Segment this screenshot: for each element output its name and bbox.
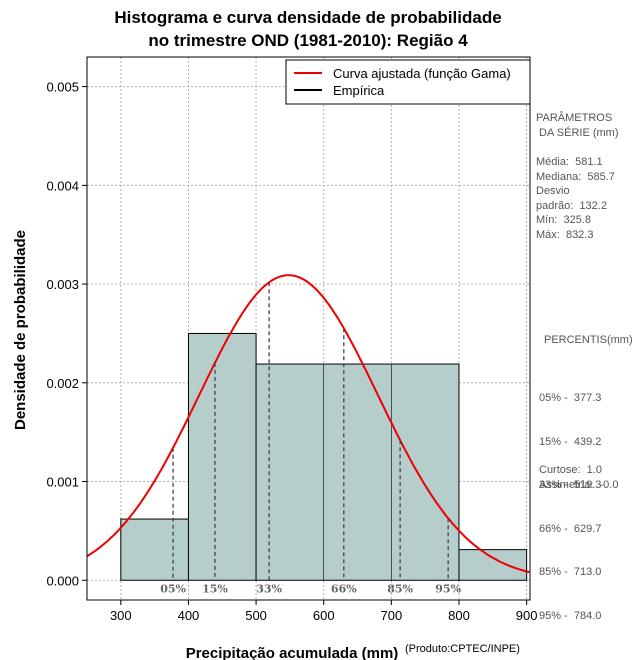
y-tick-label: 0.001 xyxy=(46,475,79,490)
percentile-label: 95% xyxy=(435,582,461,595)
stat-desvio-2: padrão: 132.2 xyxy=(536,200,607,212)
percentil-row: 05% - 377.3 xyxy=(539,392,602,404)
chart-title-line-2: no trimestre OND (1981-2010): Região 4 xyxy=(148,31,468,50)
params-title-1: PARÂMETROS xyxy=(536,112,613,124)
chart-title-line-1: Histograma e curva densidade de probabil… xyxy=(114,8,502,27)
x-axis-title: Precipitação acumulada (mm) xyxy=(186,645,399,660)
percentile-label: 05% xyxy=(160,582,186,595)
x-tick-label: 300 xyxy=(110,608,132,623)
y-tick-label: 0.005 xyxy=(46,80,79,95)
percentil-row: 95% - 784.0 xyxy=(539,609,602,622)
percentile-label: 66% xyxy=(331,582,357,595)
stat-min: Mín: 325.8 xyxy=(536,214,592,226)
fitted-gamma-curve xyxy=(86,274,530,574)
stat-curtose: Curtose: 1.0 xyxy=(539,464,602,476)
y-tick-label: 0.002 xyxy=(46,376,79,391)
y-tick-label: 0.003 xyxy=(46,277,79,292)
y-axis-title: Densidade de probabilidade xyxy=(12,230,29,430)
percentile-label: 85% xyxy=(387,582,413,595)
legend-label: Curva ajustada (função Gama) xyxy=(333,66,511,81)
histogram-bar xyxy=(255,363,460,581)
percentil-row: 85% - 713.0 xyxy=(539,566,602,578)
histogram-bar xyxy=(187,332,257,581)
percentile-label: 33% xyxy=(256,582,282,595)
y-tick-label: 0.004 xyxy=(46,178,79,193)
percentil-row: 33% - 519.3 xyxy=(539,479,602,491)
stat-media: Média: 581.1 xyxy=(536,156,603,168)
stat-desvio-1: Desvio xyxy=(536,185,570,197)
x-tick-label: 400 xyxy=(178,608,200,623)
percentis-list: 05% - 377.3 15% - 439.2 33% - 519.3 66% … xyxy=(539,362,601,638)
product-credit: (Produto:CPTEC/INPE) xyxy=(405,643,520,655)
y-tick-label: 0.000 xyxy=(46,573,79,588)
stat-assimetria: Assimetria: -0.0 xyxy=(539,479,619,491)
x-tick-label: 700 xyxy=(380,608,402,623)
plot-frame xyxy=(86,56,531,601)
stat-mediana: Mediana: 585.7 xyxy=(536,171,615,183)
stat-max: Máx: 832.3 xyxy=(536,229,594,241)
x-tick-label: 600 xyxy=(313,608,335,623)
percentile-label: 15% xyxy=(202,582,228,595)
legend-box xyxy=(285,59,531,105)
params-title-2: DA SÉRIE (mm) xyxy=(536,127,619,139)
x-tick-label: 800 xyxy=(448,608,470,623)
x-tick-label: 500 xyxy=(245,608,267,623)
legend-label: Empírica xyxy=(333,83,385,98)
x-tick-label: 900 xyxy=(516,608,538,623)
percentil-row: 66% - 629.7 xyxy=(539,522,602,535)
histogram-bar xyxy=(458,549,528,581)
percentis-title: PERCENTIS(mm) xyxy=(544,334,633,346)
histogram-bar xyxy=(120,518,189,581)
percentil-row: 15% - 439.2 xyxy=(539,435,602,448)
